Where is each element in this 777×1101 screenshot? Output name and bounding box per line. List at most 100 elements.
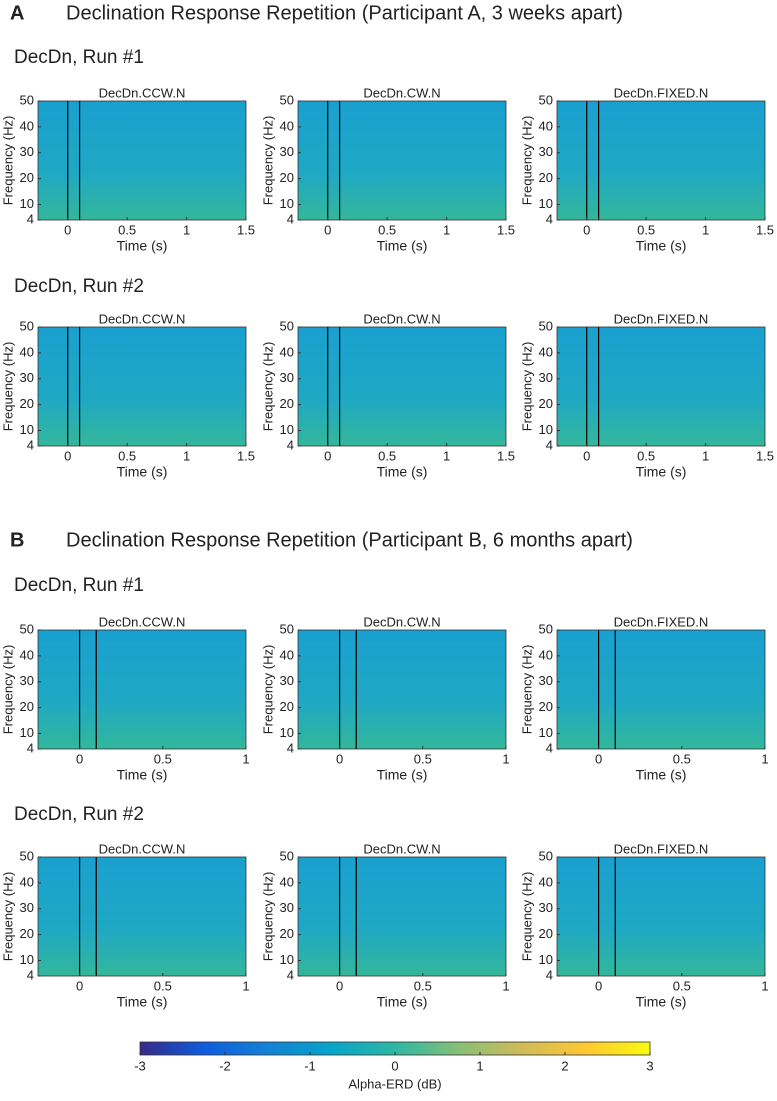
- x-tick-label: 0.5: [378, 448, 396, 463]
- x-axis-label: Time (s): [377, 238, 428, 254]
- panel-title: DecDn.CW.N: [363, 614, 440, 629]
- x-axis-label: Time (s): [117, 767, 168, 783]
- x-tick-label: 1: [761, 978, 768, 993]
- y-tick-label: 40: [539, 118, 553, 133]
- x-tick-label: 1.5: [497, 222, 515, 237]
- y-tick-label: 4: [546, 437, 553, 452]
- y-axis-label: Frequency (Hz): [0, 116, 15, 206]
- panel-title: DecDn.CCW.N: [99, 841, 186, 856]
- x-tick-label: 0.5: [154, 751, 172, 766]
- y-tick-label: 40: [280, 344, 294, 359]
- x-tick-label: 0: [324, 222, 331, 237]
- colorbar-tick-label: -1: [304, 1058, 316, 1073]
- x-axis-label: Time (s): [377, 994, 428, 1010]
- y-tick-label: 10: [20, 952, 34, 967]
- axes-box: [297, 100, 507, 221]
- y-tick-label: 20: [539, 170, 553, 185]
- x-tick-label: 0: [76, 978, 83, 993]
- panel-title: DecDn.CW.N: [363, 311, 440, 326]
- panel-title: DecDn.CW.N: [363, 85, 440, 100]
- heatmap-area: [298, 101, 506, 220]
- x-tick-label: 1.5: [756, 448, 774, 463]
- heatmap-area: [38, 101, 246, 220]
- axes-box: [297, 856, 507, 977]
- section-letter: B: [10, 529, 24, 551]
- colorbar-tick-label: -2: [219, 1058, 231, 1073]
- y-axis-label: Frequency (Hz): [260, 116, 275, 206]
- y-tick-label: 40: [280, 647, 294, 662]
- y-tick-label: 4: [27, 740, 34, 755]
- x-tick-label: 1: [702, 448, 709, 463]
- x-axis-label: Time (s): [117, 994, 168, 1010]
- heatmap-area: [557, 857, 765, 976]
- y-tick-label: 30: [20, 144, 34, 159]
- y-tick-label: 40: [20, 118, 34, 133]
- x-tick-label: 0: [583, 222, 590, 237]
- y-tick-label: 40: [20, 647, 34, 662]
- x-tick-label: 0.5: [637, 222, 655, 237]
- y-tick-label: 40: [539, 874, 553, 889]
- y-tick-label: 20: [280, 396, 294, 411]
- colorbar-tick-label: -3: [134, 1058, 146, 1073]
- y-tick-label: 10: [539, 952, 553, 967]
- x-tick-label: 0.5: [118, 448, 136, 463]
- x-tick-label: 0.5: [414, 978, 432, 993]
- y-tick-label: 40: [280, 118, 294, 133]
- axes-box: [297, 326, 507, 447]
- x-tick-label: 1.5: [237, 222, 255, 237]
- run-title: DecDn, Run #1: [14, 575, 144, 596]
- y-axis-label: Frequency (Hz): [519, 645, 534, 735]
- heatmap-area: [298, 630, 506, 749]
- y-tick-label: 30: [20, 370, 34, 385]
- colorbar-tick-label: 3: [646, 1058, 653, 1073]
- y-tick-label: 30: [539, 144, 553, 159]
- colorbar-tick-label: 1: [476, 1058, 483, 1073]
- panel-title: DecDn.FIXED.N: [614, 841, 709, 856]
- y-tick-label: 30: [280, 370, 294, 385]
- panel-title: DecDn.CCW.N: [99, 614, 186, 629]
- x-tick-label: 1: [183, 222, 190, 237]
- x-tick-label: 1.5: [497, 448, 515, 463]
- x-tick-label: 0: [64, 448, 71, 463]
- y-tick-label: 30: [280, 673, 294, 688]
- heatmap-area: [298, 857, 506, 976]
- axes-box: [556, 629, 766, 750]
- y-tick-label: 20: [20, 699, 34, 714]
- heatmap-area: [38, 327, 246, 446]
- x-tick-label: 0.5: [414, 751, 432, 766]
- y-tick-label: 20: [539, 926, 553, 941]
- section-title: Declination Response Repetition (Partici…: [66, 529, 633, 551]
- run-title: DecDn, Run #1: [14, 47, 144, 68]
- x-tick-label: 1: [242, 978, 249, 993]
- y-tick-label: 20: [20, 170, 34, 185]
- x-axis-label: Time (s): [636, 238, 687, 254]
- x-tick-label: 0.5: [154, 978, 172, 993]
- y-tick-label: 20: [539, 699, 553, 714]
- section-letter: A: [10, 2, 24, 24]
- y-tick-label: 4: [287, 211, 294, 226]
- x-axis-label: Time (s): [636, 767, 687, 783]
- y-tick-label: 20: [20, 926, 34, 941]
- panel-title: DecDn.FIXED.N: [614, 311, 709, 326]
- y-tick-label: 30: [539, 370, 553, 385]
- y-tick-label: 50: [539, 92, 553, 107]
- y-tick-label: 10: [280, 725, 294, 740]
- y-tick-label: 10: [20, 196, 34, 211]
- heatmap-area: [557, 630, 765, 749]
- y-tick-label: 50: [280, 621, 294, 636]
- y-tick-label: 4: [27, 967, 34, 982]
- y-tick-label: 4: [287, 437, 294, 452]
- y-axis-label: Frequency (Hz): [0, 342, 15, 432]
- y-tick-label: 20: [280, 926, 294, 941]
- y-axis-label: Frequency (Hz): [519, 872, 534, 962]
- y-tick-label: 30: [20, 900, 34, 915]
- x-tick-label: 0: [595, 978, 602, 993]
- y-tick-label: 20: [280, 170, 294, 185]
- x-tick-label: 0.5: [378, 222, 396, 237]
- colorbar-tick-label: 2: [561, 1058, 568, 1073]
- x-tick-label: 1: [502, 978, 509, 993]
- x-tick-label: 0.5: [118, 222, 136, 237]
- y-tick-label: 50: [20, 848, 34, 863]
- axes-box: [556, 100, 766, 221]
